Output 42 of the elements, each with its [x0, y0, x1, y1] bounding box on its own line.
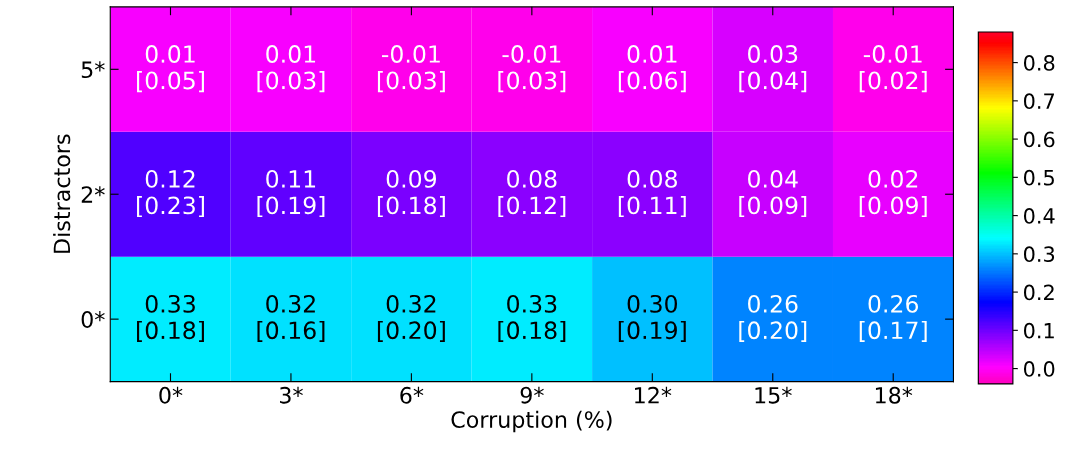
- x-tick-label: 9*: [520, 386, 544, 404]
- x-tick-label: 18*: [875, 386, 913, 404]
- y-tick-label: 5*: [81, 61, 105, 79]
- data-label: 0.04 [0.09]: [739, 170, 807, 218]
- data-label: 0.02 [0.09]: [859, 170, 927, 218]
- x-axis-title: Corruption (%): [451, 410, 612, 433]
- data-label: 0.30 [0.19]: [618, 294, 686, 342]
- data-label: -0.01 [0.03]: [377, 45, 445, 93]
- data-label: 0.32 [0.16]: [257, 294, 325, 342]
- x-tick-label: 15*: [755, 386, 792, 404]
- x-tick-label: 6*: [400, 386, 424, 404]
- color-bar-label: 0.6: [1023, 131, 1055, 148]
- color-bar-label: 0.1: [1023, 322, 1054, 339]
- data-label: 0.01 [0.06]: [618, 45, 686, 93]
- data-label: 0.33 [0.18]: [137, 294, 204, 342]
- y-tick-label: 2*: [81, 186, 105, 203]
- data-label: 0.09 [0.18]: [377, 170, 445, 218]
- data-label: 0.11 [0.19]: [257, 170, 325, 218]
- data-label: 0.08 [0.11]: [618, 170, 686, 218]
- x-tick-label: 12*: [635, 386, 672, 404]
- data-label: 0.01 [0.03]: [257, 45, 325, 93]
- color-bar-label: 0.2: [1023, 284, 1054, 301]
- y-axis-title: Distractors: [53, 134, 71, 253]
- color-bar-label: 0.4: [1023, 208, 1055, 224]
- x-tick-label: 3*: [280, 386, 303, 404]
- data-label: 0.26 [0.20]: [739, 294, 807, 342]
- color-bar-label: 0.0: [1023, 361, 1055, 377]
- data-label: 0.12 [0.23]: [137, 170, 204, 218]
- x-tick-label: 0*: [159, 386, 183, 404]
- data-label: -0.01 [0.02]: [859, 45, 927, 93]
- data-label: 0.32 [0.20]: [377, 294, 445, 342]
- color-bar-label: 0.5: [1023, 169, 1054, 186]
- data-label: 0.08 [0.12]: [498, 170, 566, 218]
- color-bar-label: 0.7: [1023, 93, 1054, 110]
- data-label: -0.01 [0.03]: [498, 45, 566, 93]
- color-bar-label: 0.8: [1023, 55, 1055, 71]
- color-bar-label: 0.3: [1023, 246, 1055, 263]
- data-label: 0.33 [0.18]: [498, 294, 566, 342]
- y-tick-label: 0*: [81, 311, 105, 328]
- data-label: 0.26 [0.17]: [859, 294, 927, 342]
- data-label: 0.03 [0.04]: [739, 45, 807, 93]
- data-label: 0.01 [0.05]: [137, 45, 204, 93]
